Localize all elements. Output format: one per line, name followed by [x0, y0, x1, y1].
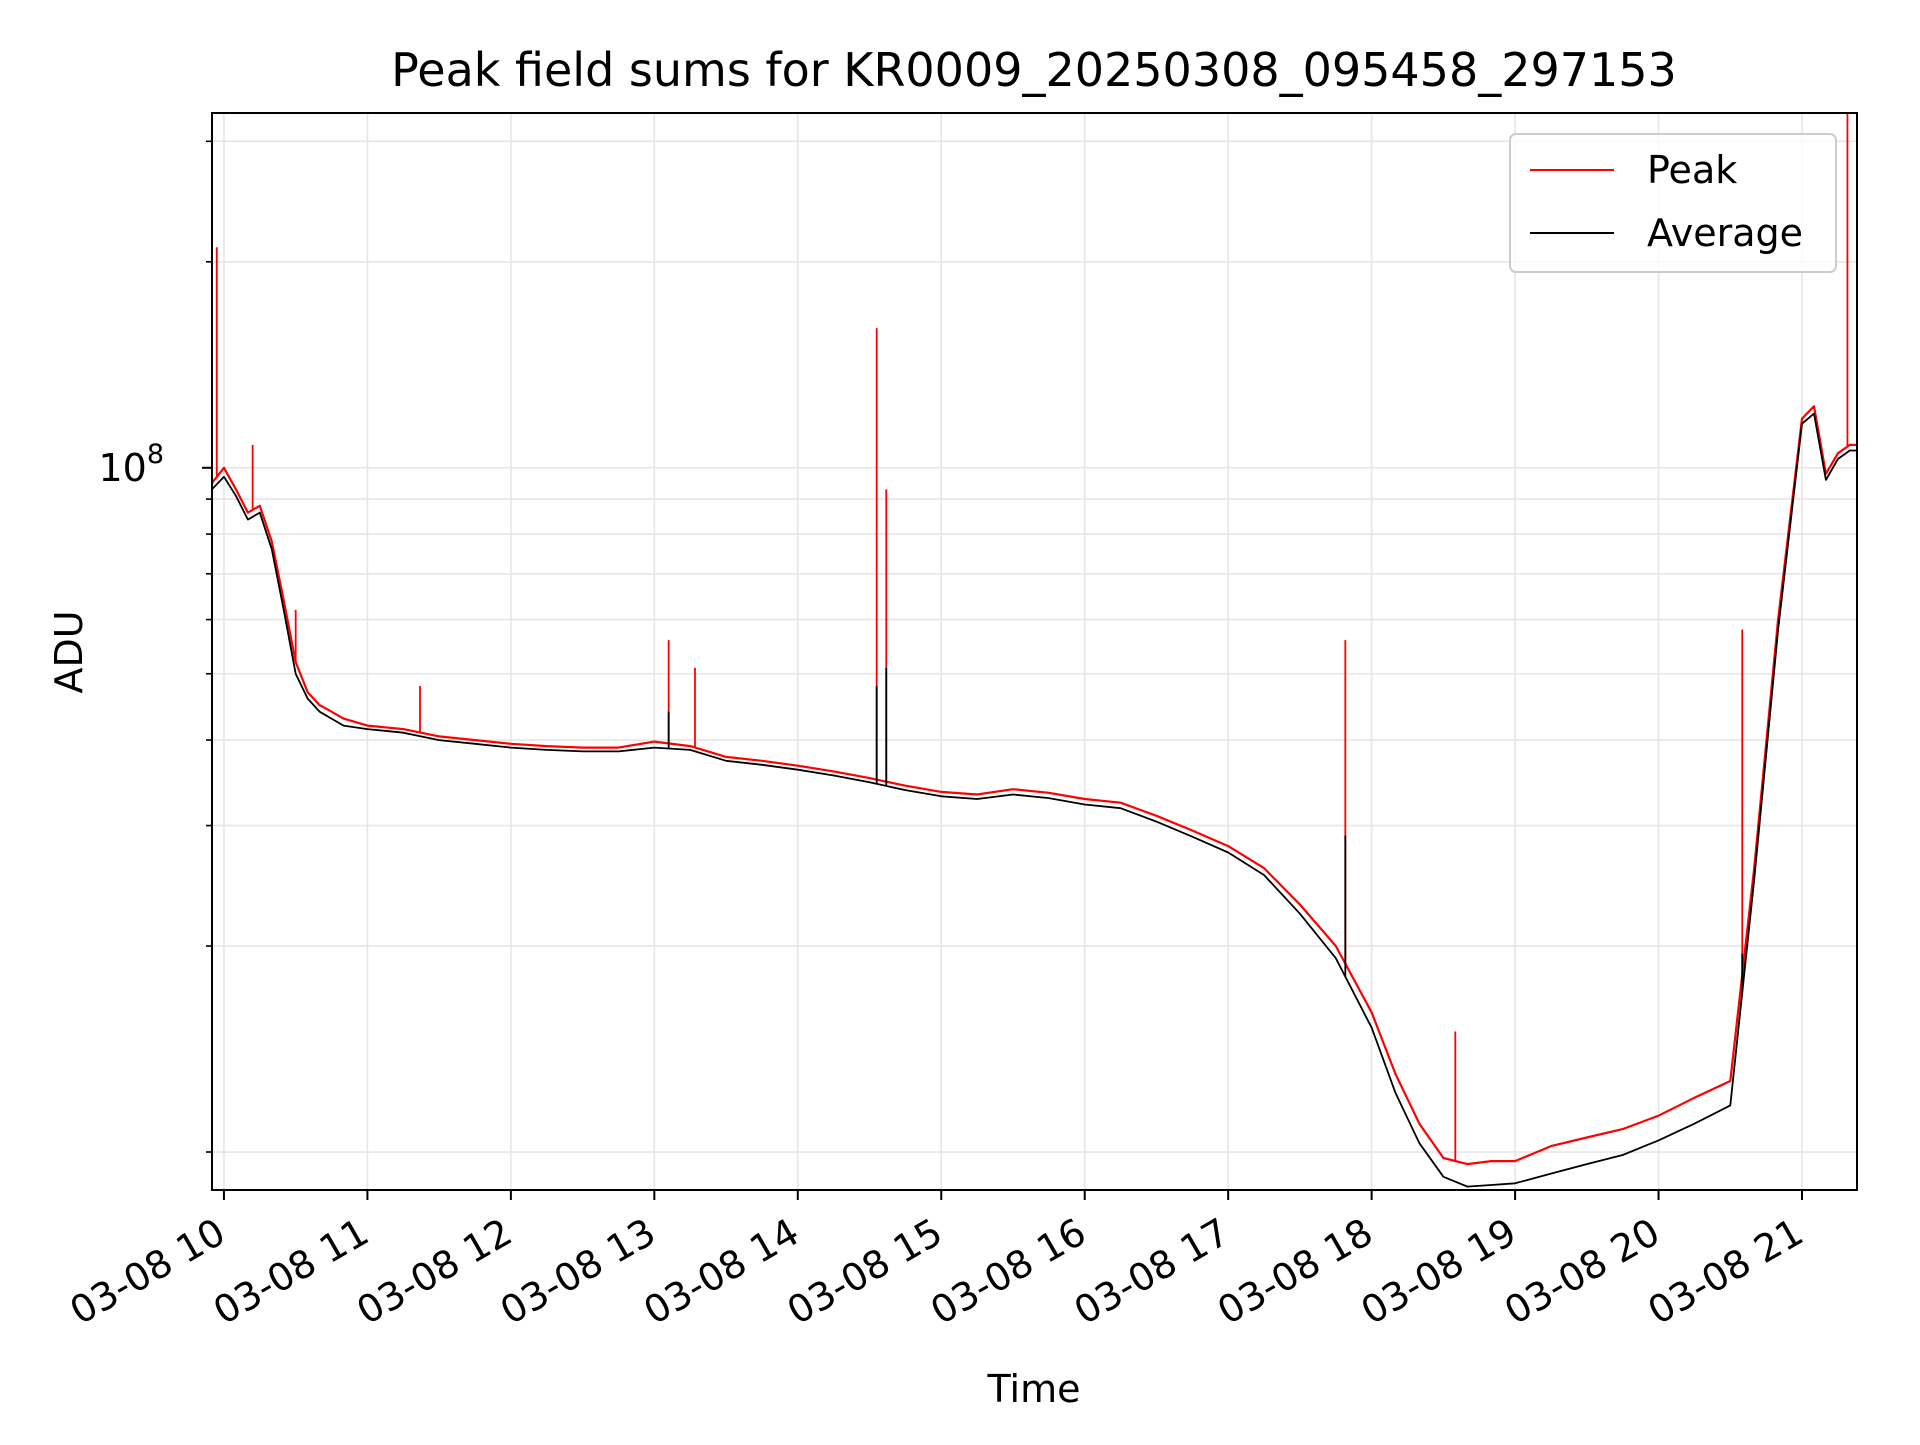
- x-axis-label: Time: [987, 1367, 1081, 1411]
- series-line-peak: [212, 405, 1857, 1166]
- y-tick-label: 108: [98, 439, 164, 490]
- legend-label-peak: Peak: [1647, 148, 1737, 192]
- series-line-average: [212, 412, 1857, 1188]
- chart-title: Peak field sums for KR0009_20250308_0954…: [391, 43, 1677, 97]
- legend-box: [1509, 133, 1837, 273]
- legend-label-average: Average: [1647, 211, 1803, 255]
- legend: Peak Average: [1509, 133, 1837, 273]
- y-tick-base: 10: [98, 446, 146, 490]
- y-axis-ticks: 108: [98, 140, 212, 1153]
- plot-frame: [211, 112, 1858, 1191]
- y-axis-label: ADU: [47, 610, 91, 693]
- series-layer: [212, 113, 1857, 1188]
- y-tick-exponent: 8: [147, 439, 164, 470]
- plot-area: [212, 113, 1857, 1188]
- grid-lines: [212, 113, 1857, 1190]
